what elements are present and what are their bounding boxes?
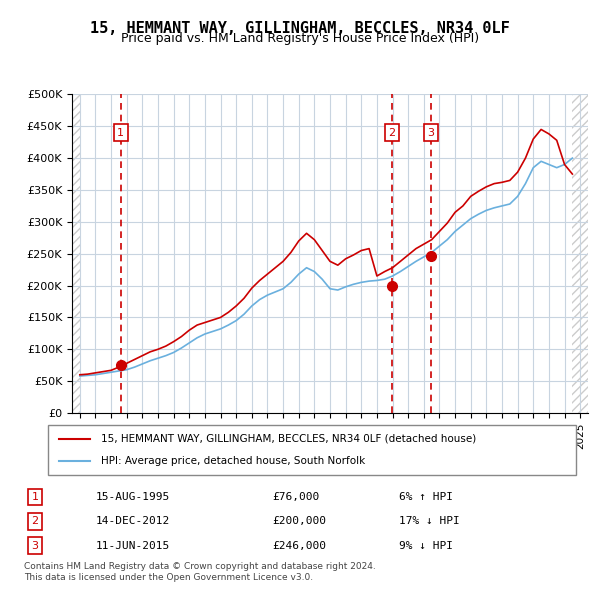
Text: £200,000: £200,000 xyxy=(272,516,326,526)
Text: This data is licensed under the Open Government Licence v3.0.: This data is licensed under the Open Gov… xyxy=(24,573,313,582)
Text: 15, HEMMANT WAY, GILLINGHAM, BECCLES, NR34 0LF (detached house): 15, HEMMANT WAY, GILLINGHAM, BECCLES, NR… xyxy=(101,434,476,444)
Text: 11-JUN-2015: 11-JUN-2015 xyxy=(96,541,170,550)
Text: 2: 2 xyxy=(31,516,38,526)
Bar xyxy=(572,94,588,413)
Text: 1: 1 xyxy=(32,492,38,502)
Text: £76,000: £76,000 xyxy=(272,492,320,502)
Text: Contains HM Land Registry data © Crown copyright and database right 2024.: Contains HM Land Registry data © Crown c… xyxy=(24,562,376,571)
Text: 2: 2 xyxy=(388,127,395,137)
Bar xyxy=(572,94,588,413)
Text: 15, HEMMANT WAY, GILLINGHAM, BECCLES, NR34 0LF: 15, HEMMANT WAY, GILLINGHAM, BECCLES, NR… xyxy=(90,21,510,35)
Bar xyxy=(72,94,80,413)
Text: 17% ↓ HPI: 17% ↓ HPI xyxy=(400,516,460,526)
Bar xyxy=(72,94,80,413)
Text: 14-DEC-2012: 14-DEC-2012 xyxy=(96,516,170,526)
FancyBboxPatch shape xyxy=(48,425,576,475)
Text: 1: 1 xyxy=(117,127,124,137)
Text: 9% ↓ HPI: 9% ↓ HPI xyxy=(400,541,454,550)
Text: 3: 3 xyxy=(427,127,434,137)
Text: £246,000: £246,000 xyxy=(272,541,326,550)
Text: 6% ↑ HPI: 6% ↑ HPI xyxy=(400,492,454,502)
Text: HPI: Average price, detached house, South Norfolk: HPI: Average price, detached house, Sout… xyxy=(101,456,365,466)
Text: 3: 3 xyxy=(32,541,38,550)
Text: Price paid vs. HM Land Registry's House Price Index (HPI): Price paid vs. HM Land Registry's House … xyxy=(121,32,479,45)
Text: 15-AUG-1995: 15-AUG-1995 xyxy=(96,492,170,502)
